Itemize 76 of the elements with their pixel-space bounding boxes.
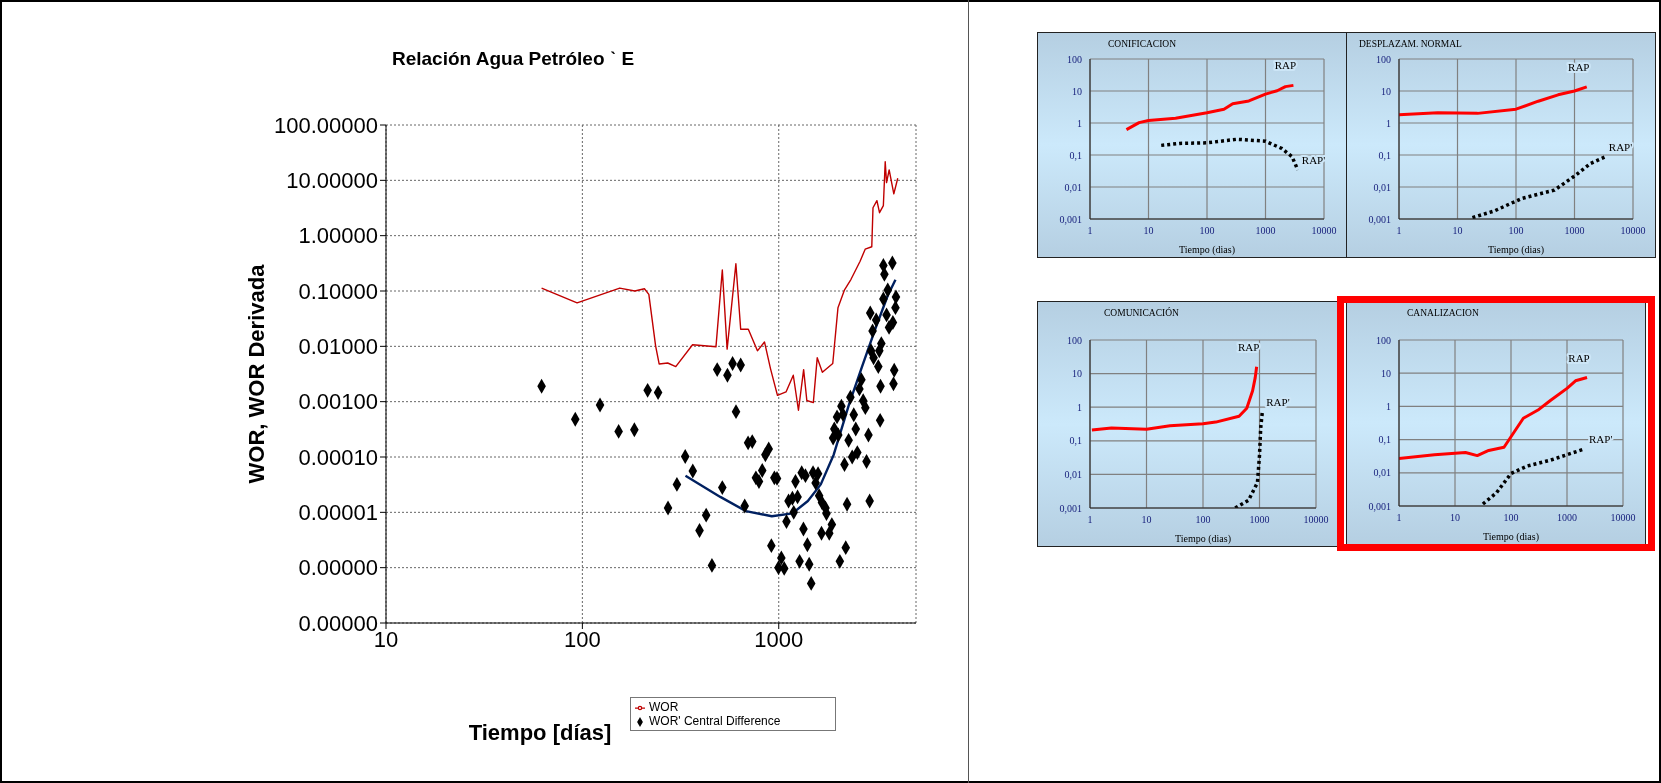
legend-label: WOR — [649, 700, 679, 714]
x-tick-label: 1 — [1087, 514, 1093, 526]
series-label: RAP — [1568, 351, 1590, 364]
y-tick-label: 1 — [1386, 117, 1391, 129]
y-tick-label: 100 — [1376, 334, 1391, 346]
y-tick-label: 10 — [1381, 85, 1391, 97]
legend-label: WOR' Central Difference — [649, 714, 781, 728]
x-tick-label: 10 — [1452, 225, 1463, 237]
series-label: RAP' — [1589, 432, 1613, 445]
y-tick-label: 100 — [1376, 53, 1391, 65]
x-tick-label: 10000 — [1303, 514, 1329, 526]
x-tick-label: 100 — [1508, 225, 1524, 237]
y-tick-label: 0,001 — [1368, 213, 1391, 225]
series-label: RAP — [1568, 60, 1590, 73]
chart-title: COMUNICACIÓN — [1104, 308, 1179, 318]
y-tick-label: 0,01 — [1373, 467, 1391, 479]
series-label: RAP — [1237, 340, 1260, 353]
y-tick-label: 1 — [1077, 117, 1082, 129]
y-tick-label: 100.00000 — [274, 112, 378, 138]
x-axis-title: Tiempo (dias) — [1178, 244, 1236, 256]
y-tick-label: 0,001 — [1368, 500, 1391, 512]
x-tick-label: 1000 — [754, 626, 804, 652]
chart-title: CONIFICACION — [1108, 39, 1177, 49]
y-tick-label: 1.00000 — [298, 223, 378, 249]
y-tick-label: 10 — [1072, 368, 1082, 380]
y-tick-label: 10.00000 — [286, 168, 378, 194]
series-label: RAP — [1274, 59, 1297, 72]
y-tick-label: 0,001 — [1059, 502, 1082, 514]
y-tick-label: 0.00001 — [298, 500, 378, 526]
x-tick-label: 1000 — [1255, 225, 1276, 237]
series-label: RAP' — [1266, 396, 1290, 409]
y-tick-label: 0.01000 — [298, 334, 378, 360]
x-tick-label: 1000 — [1249, 514, 1270, 526]
y-tick-label: 0,1 — [1378, 149, 1391, 161]
y-tick-label: 0.00000 — [298, 555, 378, 581]
y-tick-label: 0.00100 — [298, 389, 378, 415]
x-axis-title: Tiempo [días] — [468, 720, 612, 745]
y-tick-label: 0,01 — [1064, 468, 1082, 480]
y-tick-label: 1 — [1386, 400, 1391, 412]
x-axis-title: Tiempo (dias) — [1487, 244, 1545, 256]
x-tick-label: 10 — [1450, 512, 1460, 524]
chart-title: CANALIZACION — [1407, 308, 1479, 318]
y-tick-label: 0,001 — [1059, 213, 1082, 225]
x-tick-label: 100 — [564, 626, 601, 652]
y-tick-label: 0,1 — [1378, 434, 1391, 446]
x-tick-label: 1000 — [1557, 512, 1577, 524]
y-tick-label: 10 — [1072, 85, 1082, 97]
chart-title: DESPLAZAM. NORMAL — [1359, 39, 1462, 49]
series-label: RAP' — [1608, 140, 1633, 153]
x-tick-label: 10000 — [1610, 512, 1636, 524]
y-tick-label: 0,1 — [1069, 435, 1082, 447]
x-tick-label: 10 — [1141, 514, 1152, 526]
y-tick-label: 100 — [1067, 53, 1082, 65]
x-tick-label: 1 — [1396, 225, 1402, 237]
series-label: RAP' — [1301, 153, 1326, 166]
x-tick-label: 10000 — [1620, 225, 1646, 237]
x-tick-label: 10000 — [1311, 225, 1337, 237]
x-tick-label: 100 — [1503, 512, 1519, 524]
x-axis-title: Tiempo (dias) — [1482, 531, 1540, 543]
y-axis-title: WOR, WOR Derivada — [243, 263, 269, 484]
y-tick-label: 0,01 — [1373, 181, 1391, 193]
x-tick-label: 100 — [1195, 514, 1211, 526]
y-tick-label: 0.00010 — [298, 444, 378, 470]
x-axis-title: Tiempo (dias) — [1174, 533, 1232, 545]
y-tick-label: 0,1 — [1069, 149, 1082, 161]
chart-title: Relación Agua Petróleo ˋ E — [390, 48, 636, 70]
x-tick-label: 1 — [1396, 512, 1402, 524]
y-tick-label: 1 — [1077, 401, 1082, 413]
x-tick-label: 10 — [1143, 225, 1154, 237]
y-tick-label: 0,01 — [1064, 181, 1082, 193]
x-tick-label: 1000 — [1564, 225, 1585, 237]
y-tick-label: 10 — [1381, 367, 1391, 379]
y-tick-label: 100 — [1067, 334, 1082, 346]
y-tick-label: 0.10000 — [298, 278, 378, 304]
x-tick-label: 1 — [1087, 225, 1093, 237]
x-tick-label: 100 — [1199, 225, 1215, 237]
